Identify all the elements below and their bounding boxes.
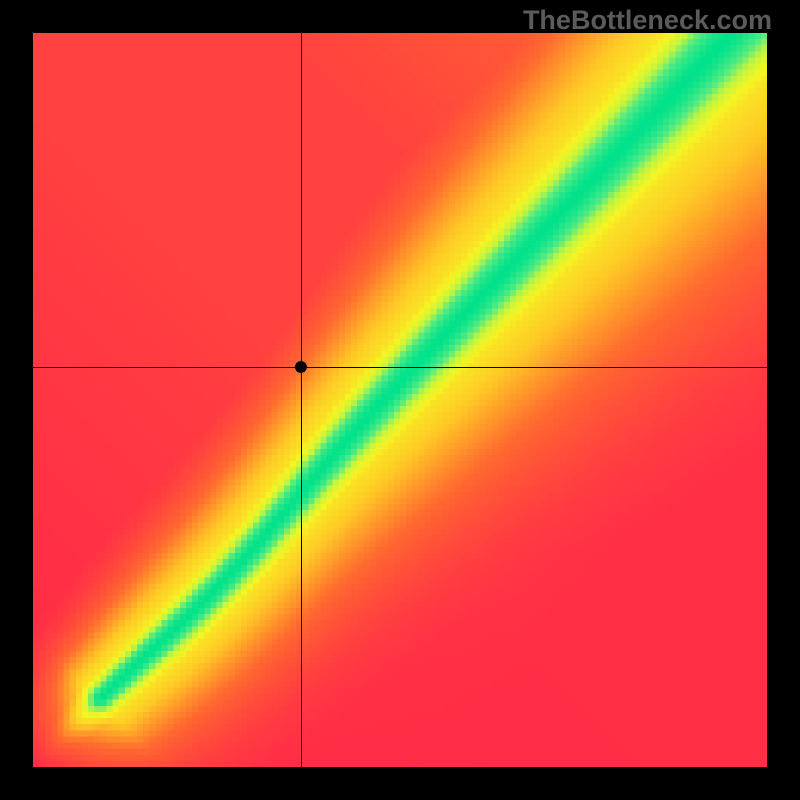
watermark-text: TheBottleneck.com: [523, 5, 772, 36]
crosshair-overlay: [33, 33, 767, 767]
